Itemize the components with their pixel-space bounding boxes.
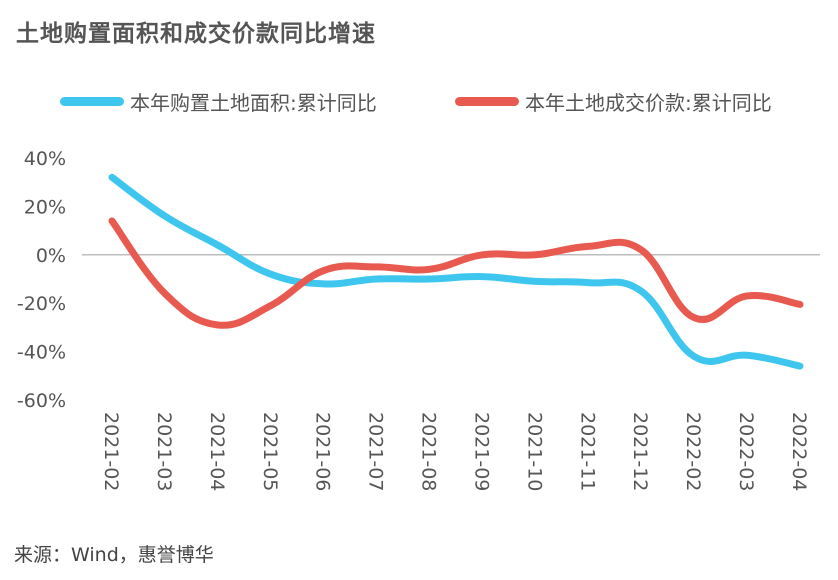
x-tick-label: 2021-03 bbox=[153, 412, 175, 491]
x-tick-label: 2021-08 bbox=[418, 412, 440, 491]
y-tick-label: 40% bbox=[24, 148, 66, 170]
series-line-land-price bbox=[108, 217, 804, 329]
legend-swatch-land-price bbox=[455, 96, 519, 106]
x-axis-ticks: 2021-02 2021-03 2021-04 2021-05 2021-06 2021-… bbox=[100, 412, 810, 491]
legend-item-land-area: 本年购置土地面积:累计同比 bbox=[60, 86, 377, 116]
x-tick-label: 2021-05 bbox=[259, 412, 281, 491]
legend-label-land-area: 本年购置土地面积:累计同比 bbox=[130, 90, 377, 115]
legend-item-land-price: 本年土地成交价款:累计同比 bbox=[455, 86, 772, 116]
x-tick-label: 2021-12 bbox=[629, 412, 651, 491]
x-tick-label: 2022-02 bbox=[682, 412, 704, 491]
x-tick-label: 2022-03 bbox=[735, 412, 757, 491]
y-tick-label: -60% bbox=[17, 390, 66, 412]
y-tick-label: 0% bbox=[36, 245, 66, 267]
x-tick-label: 2021-02 bbox=[100, 412, 122, 491]
y-tick-label: 20% bbox=[24, 196, 66, 218]
x-tick-label: 2021-06 bbox=[312, 412, 334, 491]
legend-swatch-land-area bbox=[60, 96, 124, 106]
x-tick-label: 2021-11 bbox=[576, 412, 598, 491]
y-axis-ticks: 40% 20% 0% -20% -40% -60% bbox=[17, 148, 66, 412]
x-tick-label: 2021-07 bbox=[365, 412, 387, 491]
chart-title: 土地购置面积和成交价款同比增速 bbox=[16, 21, 376, 47]
x-tick-label: 2021-04 bbox=[206, 412, 228, 491]
x-tick-label: 2022-04 bbox=[788, 412, 810, 491]
x-tick-label: 2021-10 bbox=[523, 412, 545, 491]
x-tick-label: 2021-09 bbox=[470, 412, 492, 491]
y-tick-label: -20% bbox=[17, 293, 66, 315]
legend: 本年购置土地面积:累计同比 本年土地成交价款:累计同比 bbox=[0, 86, 838, 116]
y-tick-label: -40% bbox=[17, 342, 66, 364]
source-note: 来源：Wind，惠誉博华 bbox=[14, 544, 214, 566]
legend-label-land-price: 本年土地成交价款:累计同比 bbox=[525, 90, 772, 115]
series-lines bbox=[108, 173, 804, 370]
series-line-land-area bbox=[108, 173, 804, 370]
